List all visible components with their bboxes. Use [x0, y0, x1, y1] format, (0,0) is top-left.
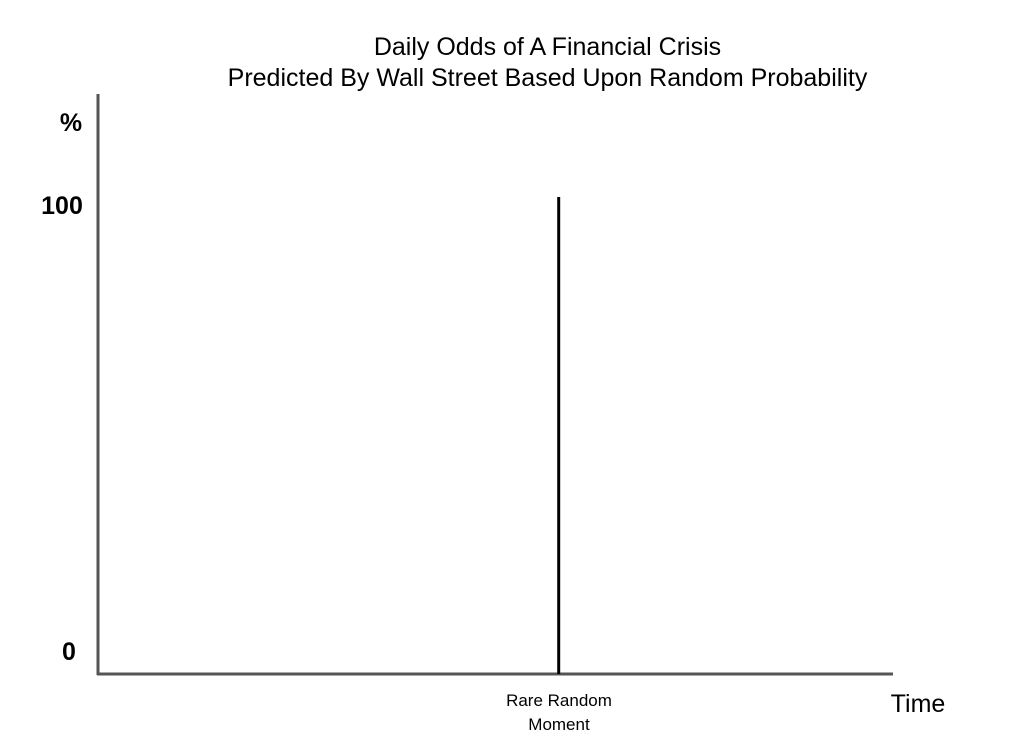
x-axis-label: Time: [891, 690, 946, 718]
y-tick-label-0: 0: [62, 638, 76, 666]
chart-title: Daily Odds of A Financial Crisis: [373, 33, 722, 61]
chart-title-block: Daily Odds of A Financial Crisis Predict…: [170, 32, 925, 94]
y-tick-label-100: 100: [41, 192, 83, 220]
chart-subtitle: Predicted By Wall Street Based Upon Rand…: [227, 64, 868, 92]
y-axis-label: %: [60, 109, 82, 137]
category-label-line-2: Moment: [528, 715, 590, 734]
category-label-line-1: Rare Random: [506, 691, 612, 710]
